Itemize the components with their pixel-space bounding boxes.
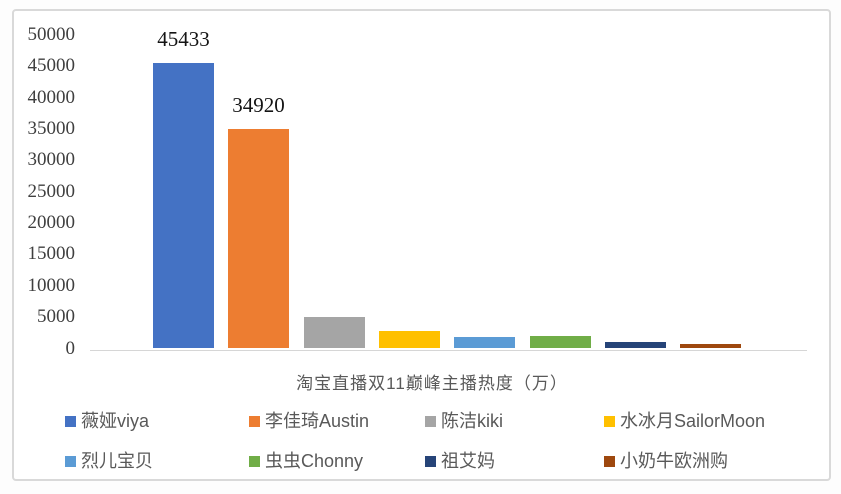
legend-label: 水冰月SailorMoon: [620, 411, 766, 431]
y-axis-tick-label: 35000: [27, 118, 76, 140]
legend-label: 陈洁kiki: [441, 411, 503, 431]
chart-card: 0 5000 10000 15000 20000 25000 30000 35000 40000…: [12, 9, 831, 481]
y-axis-tick-label: 20000: [27, 212, 76, 234]
bar-7: [605, 342, 666, 348]
legend-item: 祖艾妈: [425, 451, 495, 471]
legend-swatch-icon: [249, 415, 260, 427]
legend-swatch-icon: [604, 415, 615, 427]
bar-2: [228, 129, 289, 348]
chart-title: 淘宝直播双11巅峰主播热度（万）: [296, 374, 568, 393]
y-axis-tick-label: 45000: [27, 55, 76, 77]
legend-label: 小奶牛欧洲购: [620, 451, 728, 471]
legend-label: 薇娅viya: [81, 411, 150, 431]
legend-label: 烈儿宝贝: [81, 451, 153, 471]
y-axis-tick-label: 0: [65, 337, 76, 359]
legend-swatch-icon: [249, 455, 260, 467]
legend-item: 虫虫Chonny: [249, 451, 363, 471]
bar-8: [680, 344, 741, 348]
legend-swatch-icon: [65, 415, 76, 427]
bar-value-label: 34920: [232, 93, 285, 117]
y-axis-tick-label: 40000: [27, 86, 76, 108]
y-axis-tick-label: 15000: [27, 243, 76, 265]
legend-label: 李佳琦Austin: [265, 411, 370, 431]
bar-4: [379, 331, 440, 348]
legend-swatch-icon: [425, 455, 436, 467]
legend-item: 水冰月SailorMoon: [604, 411, 765, 431]
y-axis-tick-label: 30000: [27, 149, 76, 171]
x-axis-line: [90, 350, 807, 351]
legend-item: 李佳琦Austin: [249, 411, 369, 431]
legend-label: 祖艾妈: [441, 451, 495, 471]
legend-swatch-icon: [604, 455, 615, 467]
bar-3: [304, 317, 365, 348]
bar-5: [454, 337, 515, 348]
legend-label: 虫虫Chonny: [265, 451, 364, 471]
legend-swatch-icon: [425, 415, 436, 427]
legend-swatch-icon: [65, 455, 76, 467]
y-axis-tick-label: 50000: [27, 24, 76, 45]
y-axis-tick-label: 25000: [27, 180, 76, 202]
y-axis-tick-label: 5000: [37, 306, 75, 328]
legend-item: 烈儿宝贝: [65, 451, 153, 471]
bar-value-label: 45433: [157, 27, 210, 51]
bar-6: [530, 336, 591, 348]
y-axis-tick-label: 10000: [27, 274, 76, 296]
bar-1: [153, 63, 214, 348]
legend-item: 陈洁kiki: [425, 411, 503, 431]
legend-item: 小奶牛欧洲购: [604, 451, 728, 471]
legend-item: 薇娅viya: [65, 411, 149, 431]
